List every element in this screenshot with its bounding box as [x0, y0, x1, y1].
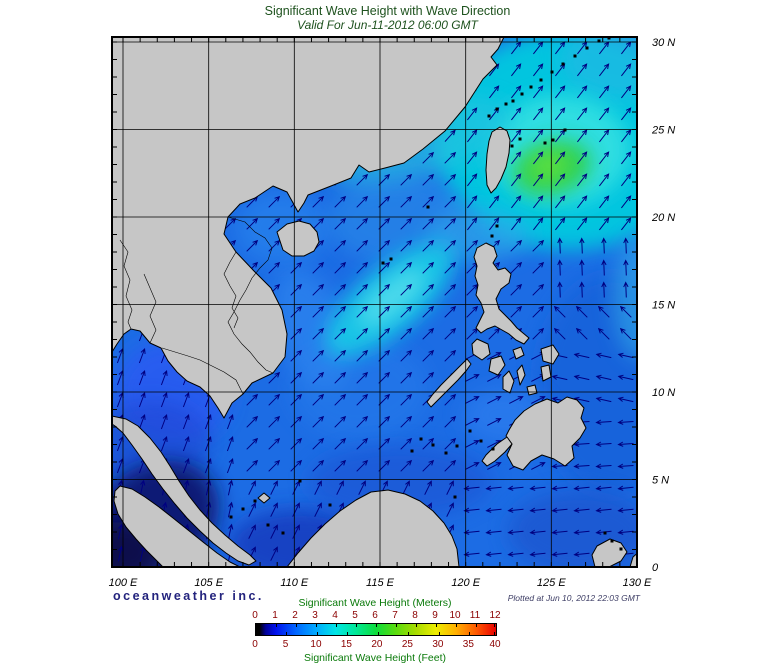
lat-label: 25 N [651, 125, 675, 137]
meter-tick-label: 2 [292, 610, 298, 621]
feet-tick-label: 0 [252, 639, 258, 650]
meter-tick-label: 9 [432, 610, 438, 621]
meter-tick-label: 11 [469, 610, 481, 621]
lat-label: 30 N [652, 37, 675, 49]
lon-label: 130 E [623, 577, 652, 589]
meter-tick-label: 0 [252, 610, 258, 621]
meter-tick-label: 3 [312, 610, 318, 621]
feet-tick-label: 35 [462, 639, 474, 650]
lat-label: 10 N [652, 387, 675, 399]
meter-tick-label: 10 [449, 610, 461, 621]
feet-tick-label: 25 [401, 639, 413, 650]
lat-label: 15 N [652, 300, 675, 312]
lon-label: 105 E [194, 577, 223, 589]
valid-time-subtitle: Valid For Jun-11-2012 06:00 GMT [297, 18, 478, 32]
meter-tick-label: 7 [392, 610, 398, 621]
grid-layer [112, 37, 637, 567]
page-title: Significant Wave Height with Wave Direct… [264, 4, 511, 18]
legend-title-feet: Significant Wave Height (Feet) [303, 652, 446, 664]
meter-tick-label: 6 [372, 610, 378, 621]
feet-tick-label: 20 [371, 639, 383, 650]
branding-text: oceanweather inc. [113, 589, 264, 603]
legend-meter-tick-labels: 0 1 2 3 4 5 6 7 8 9 10 11 12 [252, 610, 500, 621]
lat-label: 5 N [652, 475, 669, 487]
feet-tick-label: 5 [282, 639, 289, 650]
feet-tick-label: 30 [432, 639, 444, 650]
lat-axis-labels: 30 N 25 N 20 N 15 N 10 N 5 N 0 [651, 37, 675, 574]
feet-tick-label: 10 [310, 639, 322, 650]
lon-label: 100 E [109, 577, 138, 589]
legend-title-meters: Significant Wave Height (Meters) [298, 597, 452, 609]
plot-timestamp: Plotted at Jun 10, 2012 22:03 GMT [507, 593, 640, 603]
legend-feet-tick-labels: 0 5 10 15 20 25 30 35 40 [252, 639, 500, 650]
meter-tick-label: 8 [412, 610, 418, 621]
lat-label: 0 [652, 562, 659, 574]
lon-axis-labels: 100 E 105 E 110 E 115 E 120 E 125 E 130 E [109, 577, 652, 589]
meter-tick-label: 5 [352, 610, 358, 621]
colorbar [255, 623, 497, 636]
lat-label: 20 N [651, 212, 675, 224]
meter-tick-label: 4 [332, 610, 338, 621]
map-frame [111, 36, 638, 568]
land-layer [113, 38, 636, 566]
lon-label: 120 E [451, 577, 480, 589]
feet-tick-label: 40 [489, 639, 501, 650]
lon-label: 125 E [537, 577, 566, 589]
meter-tick-label: 12 [489, 610, 501, 621]
feet-tick-label: 15 [340, 639, 352, 650]
meter-tick-label: 1 [272, 610, 278, 621]
lon-label: 115 E [366, 577, 395, 589]
lon-label: 110 E [280, 577, 309, 589]
